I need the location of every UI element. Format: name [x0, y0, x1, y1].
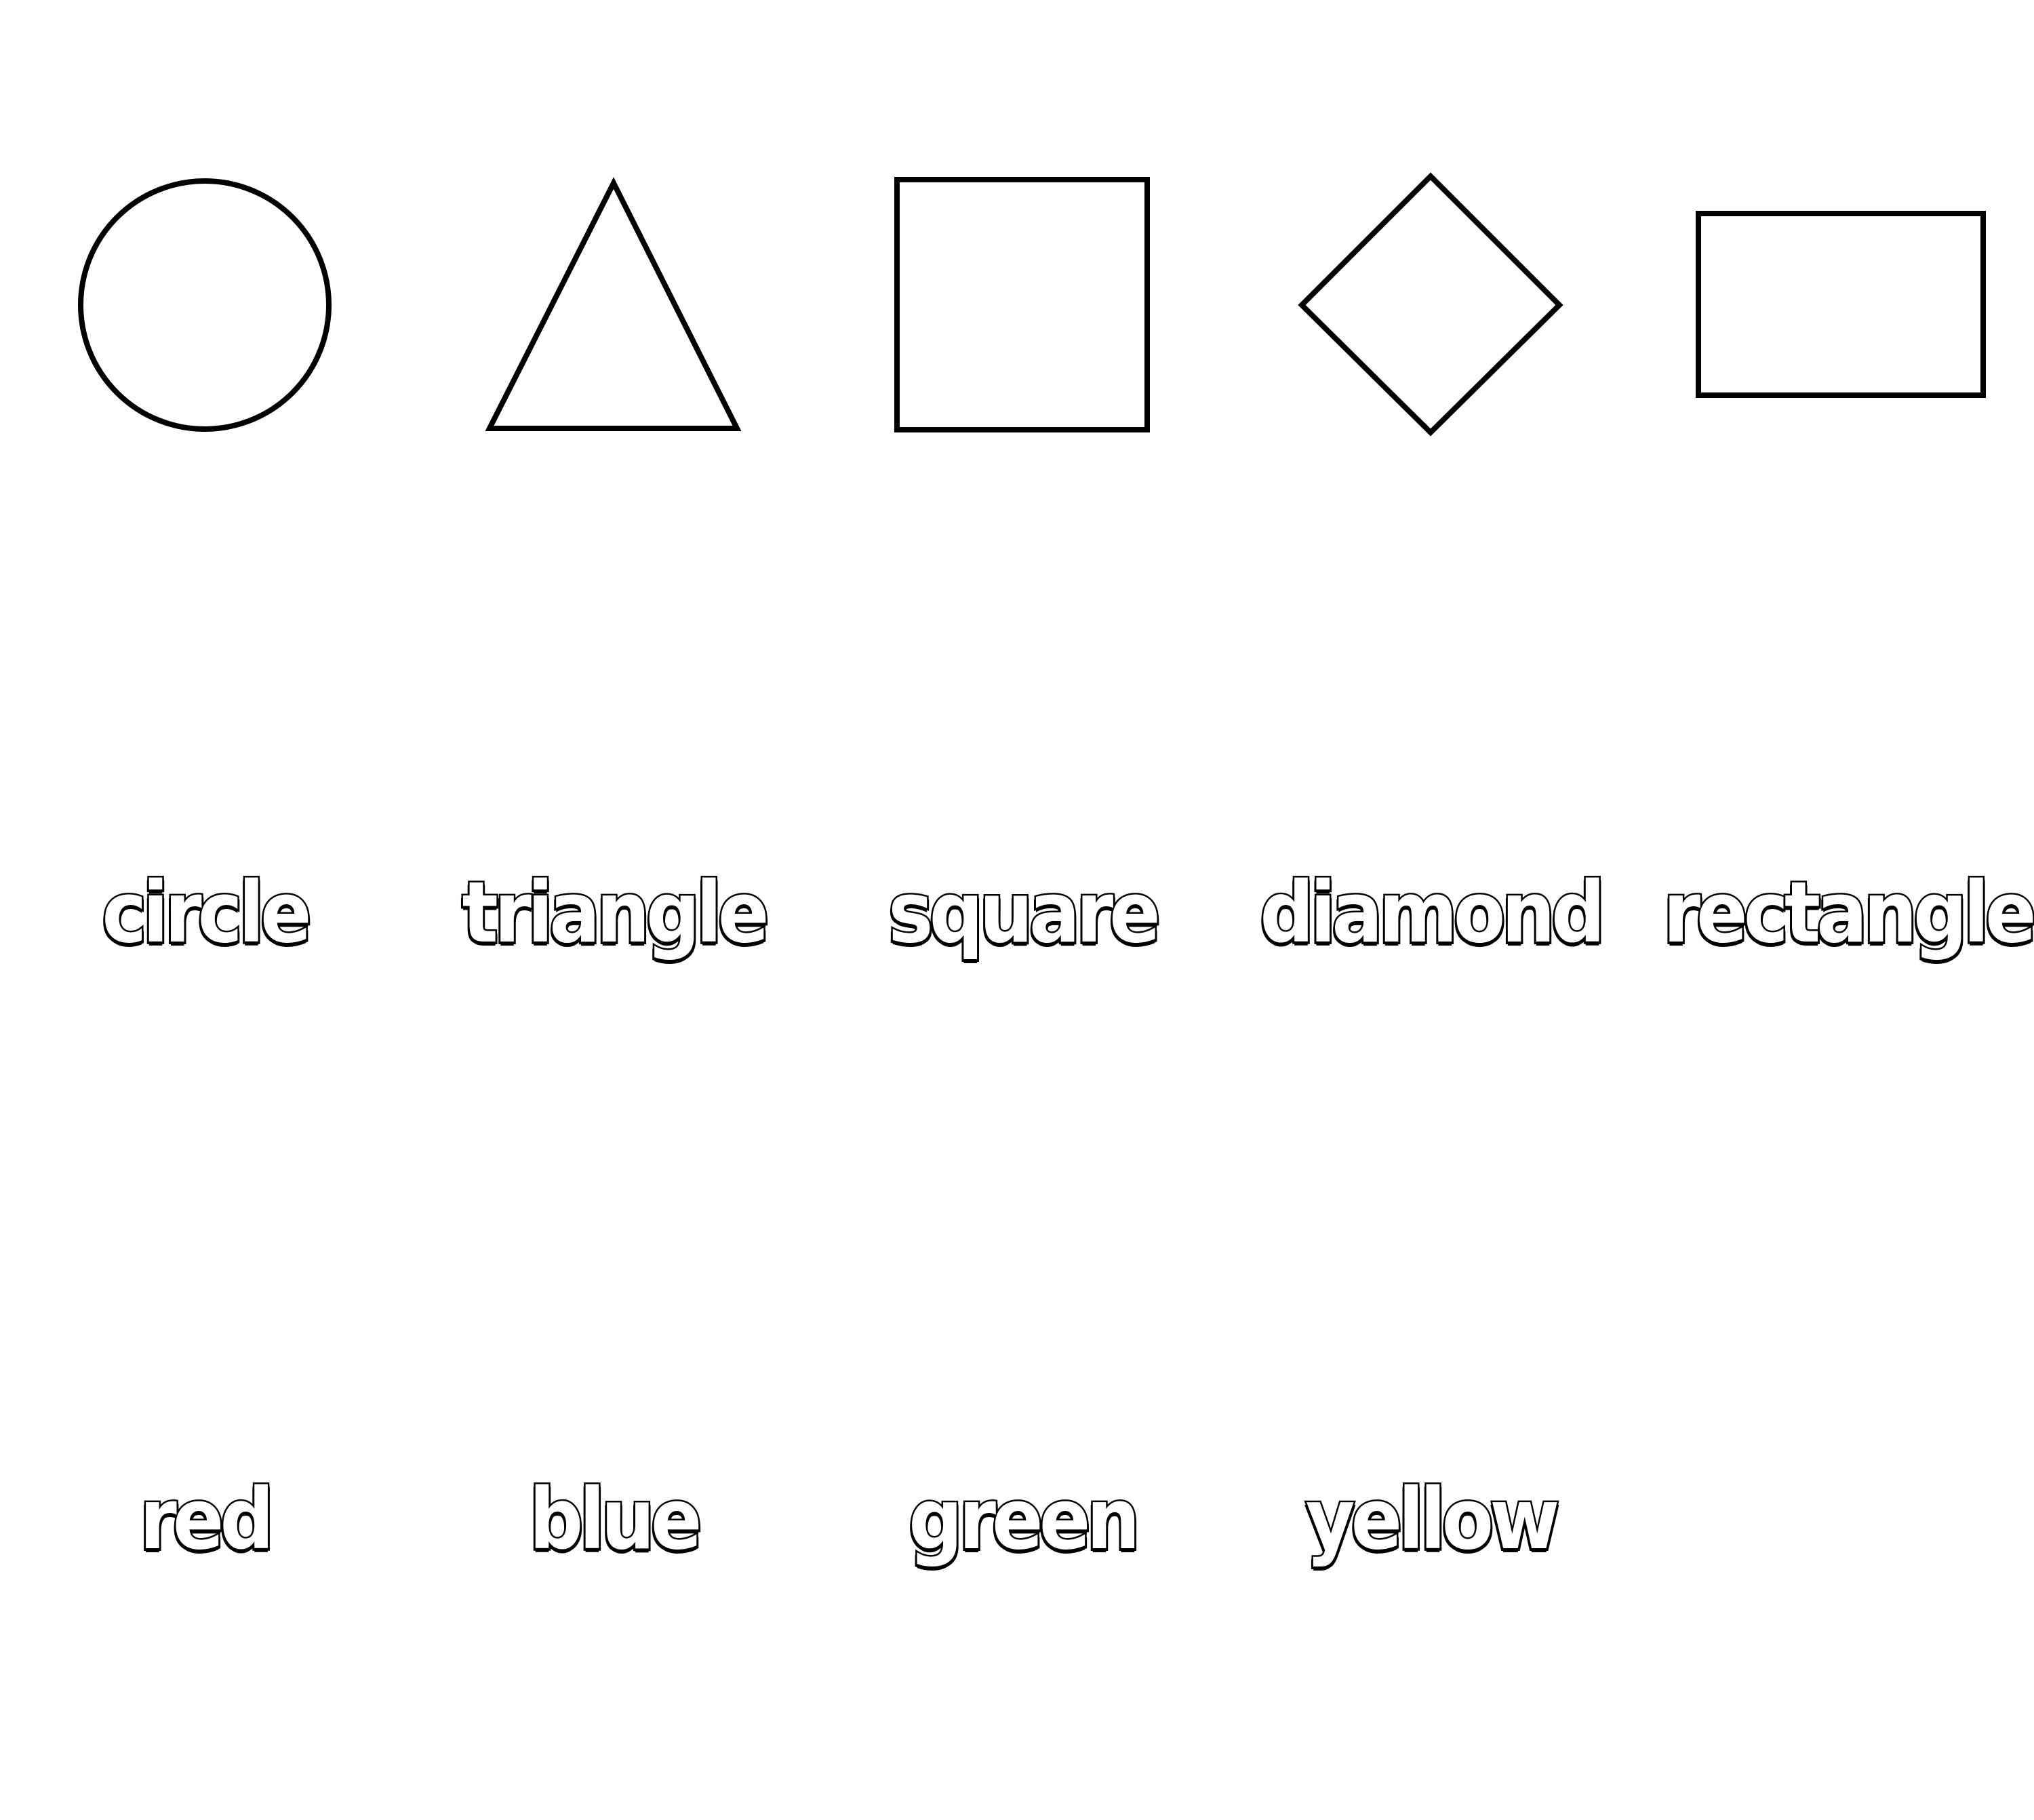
- word-triangle: triangle: [460, 864, 771, 962]
- word-diamond: diamond: [1258, 864, 1608, 962]
- shapes-row: [78, 172, 1986, 437]
- word-square: square: [887, 864, 1163, 962]
- diamond-icon: [1298, 172, 1563, 437]
- rectangle-icon: [1696, 211, 1986, 398]
- word-circle: circle: [100, 864, 313, 962]
- word-rectangle: rectangle: [1662, 864, 2034, 962]
- triangle-icon: [485, 177, 742, 431]
- word-blue: blue: [527, 1471, 704, 1569]
- square-icon: [894, 177, 1150, 432]
- word-yellow: yellow: [1304, 1471, 1561, 1569]
- circle-icon: [78, 178, 332, 432]
- word-red: red: [138, 1471, 276, 1569]
- word-green: green: [907, 1471, 1142, 1569]
